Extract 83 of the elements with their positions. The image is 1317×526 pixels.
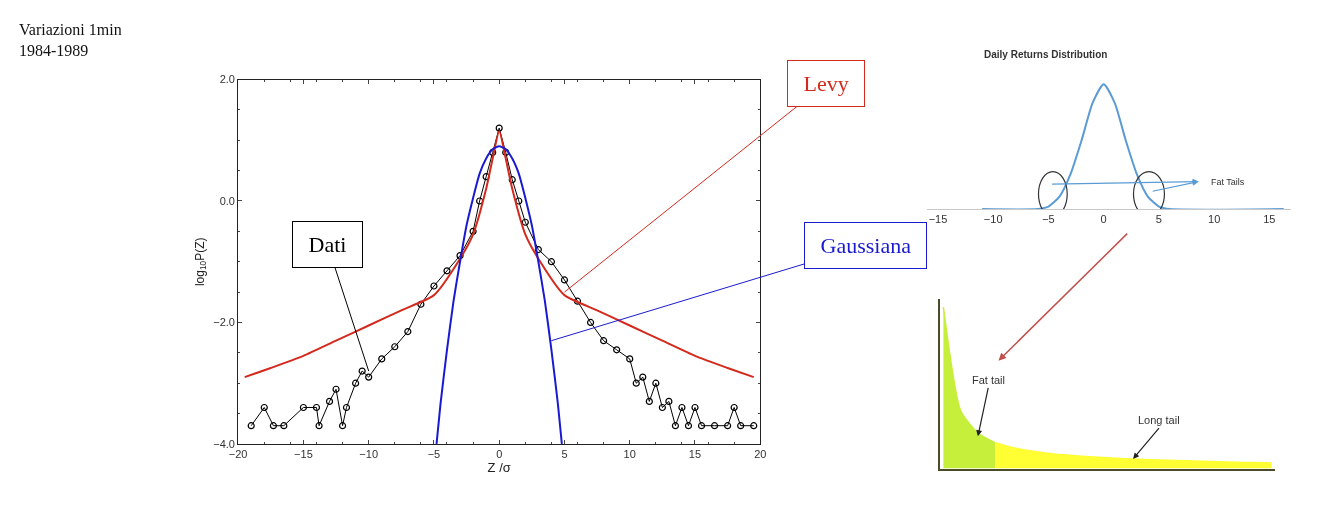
point bbox=[325, 397, 334, 406]
x-tick-label: −5 bbox=[427, 448, 441, 461]
x-tick-label: 0 bbox=[496, 448, 503, 461]
point bbox=[260, 403, 268, 412]
point bbox=[338, 422, 347, 430]
point bbox=[404, 327, 412, 336]
x-tick-label: 5 bbox=[561, 448, 568, 461]
point bbox=[342, 403, 351, 412]
x-tick-label: 15 bbox=[1263, 213, 1276, 226]
x-tick-label: 0 bbox=[1100, 213, 1107, 226]
x-tick-label: −15 bbox=[928, 213, 948, 226]
point bbox=[632, 379, 640, 387]
point bbox=[600, 337, 608, 345]
point bbox=[391, 343, 399, 351]
point bbox=[476, 197, 484, 205]
point bbox=[697, 422, 706, 430]
x-tick-label: 10 bbox=[1208, 213, 1221, 226]
annotation: Long tail bbox=[1138, 414, 1180, 426]
point bbox=[269, 422, 277, 430]
y-tick-label: 2.0 bbox=[219, 73, 235, 86]
point bbox=[358, 367, 366, 375]
point bbox=[586, 318, 595, 327]
text: Levy bbox=[798, 71, 855, 96]
x-tick-label: 15 bbox=[688, 448, 702, 461]
annotation: Fat Tails bbox=[1211, 177, 1245, 187]
point bbox=[417, 300, 425, 308]
point bbox=[521, 218, 529, 226]
point bbox=[247, 422, 255, 430]
point bbox=[495, 124, 503, 132]
point bbox=[469, 227, 477, 235]
point bbox=[691, 403, 699, 412]
point bbox=[652, 379, 660, 387]
point bbox=[515, 197, 523, 205]
x-axis-title: Z /σ bbox=[487, 460, 511, 476]
point bbox=[280, 422, 288, 430]
point bbox=[352, 379, 360, 387]
point bbox=[560, 276, 569, 284]
point bbox=[315, 422, 323, 430]
point bbox=[489, 148, 497, 156]
y-tick-label: −4.0 bbox=[213, 437, 235, 450]
point bbox=[502, 148, 510, 156]
point bbox=[639, 373, 647, 381]
point bbox=[534, 245, 542, 254]
point bbox=[730, 403, 738, 412]
point bbox=[613, 346, 621, 354]
point bbox=[299, 403, 308, 412]
point bbox=[671, 422, 680, 430]
point bbox=[430, 282, 438, 290]
point bbox=[658, 403, 666, 412]
y-tick-label: −2.0 bbox=[213, 316, 235, 329]
point bbox=[750, 422, 758, 430]
point bbox=[482, 173, 490, 181]
point bbox=[626, 355, 634, 363]
point bbox=[678, 403, 686, 412]
point bbox=[710, 422, 719, 430]
x-tick-label: −5 bbox=[1042, 213, 1055, 226]
x-tick-label: −10 bbox=[983, 213, 1003, 226]
point bbox=[724, 422, 732, 430]
x-tick-label: −15 bbox=[294, 448, 313, 461]
point bbox=[378, 355, 386, 363]
point bbox=[508, 176, 516, 184]
text: Variazioni 1min 1984-1989 bbox=[19, 21, 122, 59]
point bbox=[456, 252, 464, 260]
x-tick-label: 10 bbox=[623, 448, 636, 461]
x-tick-label: −20 bbox=[228, 448, 248, 461]
x-tick-label: 5 bbox=[1155, 213, 1162, 226]
point bbox=[573, 297, 582, 305]
point bbox=[684, 422, 693, 430]
y-tick-label: 0.0 bbox=[219, 194, 235, 207]
text: Gaussiana bbox=[815, 233, 917, 258]
point bbox=[737, 422, 745, 430]
point bbox=[665, 397, 673, 406]
chart-title: Daily Returns Distribution bbox=[984, 49, 1108, 60]
point bbox=[365, 373, 373, 381]
x-tick-label: 20 bbox=[754, 448, 767, 461]
x-tick-label: −10 bbox=[359, 448, 379, 461]
point bbox=[547, 258, 556, 266]
annotation: Fat tail bbox=[972, 374, 1006, 386]
text: Dati bbox=[303, 232, 352, 257]
point bbox=[443, 267, 451, 275]
point bbox=[312, 403, 321, 412]
point bbox=[332, 385, 340, 393]
point bbox=[645, 397, 653, 406]
